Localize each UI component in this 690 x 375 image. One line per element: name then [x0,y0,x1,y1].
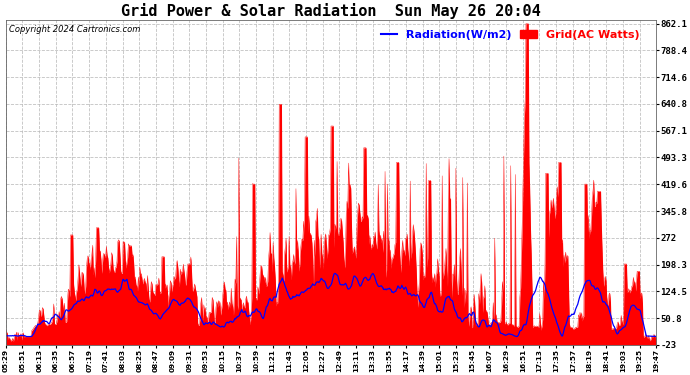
Legend: Radiation(W/m2), Grid(AC Watts): Radiation(W/m2), Grid(AC Watts) [376,26,644,45]
Text: Copyright 2024 Cartronics.com: Copyright 2024 Cartronics.com [9,25,140,34]
Title: Grid Power & Solar Radiation  Sun May 26 20:04: Grid Power & Solar Radiation Sun May 26 … [121,3,541,19]
